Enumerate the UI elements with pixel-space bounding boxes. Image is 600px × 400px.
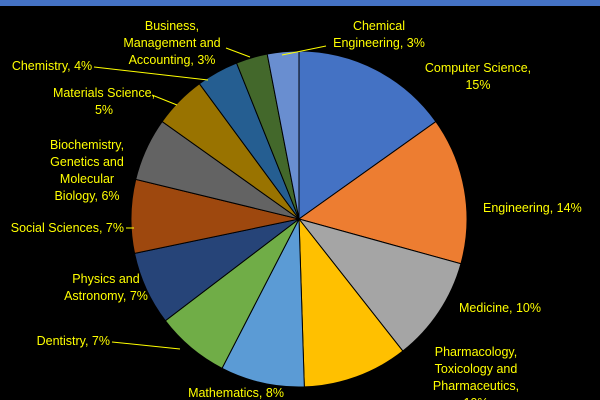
data-label-line: Genetics and xyxy=(50,155,124,169)
data-label-line: Physics and xyxy=(72,272,139,286)
data-label-line: Dentistry, 7% xyxy=(37,334,110,348)
data-label-line: 10% xyxy=(463,396,488,400)
data-label-line: Engineering, 14% xyxy=(483,201,582,215)
data-label-line: Materials Science, xyxy=(53,86,155,100)
data-label-mathematics: Mathematics, 8% xyxy=(188,386,284,400)
pie-slice-chemical-engineering xyxy=(266,50,300,220)
data-label-engineering: Engineering, 14% xyxy=(483,201,582,215)
data-label-materials-science: Materials Science, 5% xyxy=(53,86,155,117)
data-label-pharmacology-toxicology-and-pharmaceutics: Pharmacology, Toxicology and Pharmaceutics… xyxy=(433,345,519,400)
data-label-line: Business, xyxy=(145,19,199,33)
data-label-line: Accounting, 3% xyxy=(129,53,216,67)
data-label-line: 15% xyxy=(465,78,490,92)
data-label-chemistry: Chemistry, 4% xyxy=(12,59,92,73)
data-label-line: 5% xyxy=(95,103,113,117)
leader-line-dentistry xyxy=(111,341,181,350)
data-label-chemical-engineering: Chemical Engineering, 3% xyxy=(333,19,425,50)
data-label-biochemistry-genetics-and-molecular-biology: Biochemistry, Genetics and Molecular Biolog… xyxy=(50,138,124,203)
pie-slice-engineering xyxy=(297,120,468,265)
data-label-dentistry: Dentistry, 7% xyxy=(37,334,110,348)
pie-slices xyxy=(130,50,468,388)
data-label-line: Social Sciences, 7% xyxy=(11,221,124,235)
pie-slice-pharmacology-toxicology-and-pharmaceutics xyxy=(298,217,404,388)
data-label-line: Pharmaceutics, xyxy=(433,379,519,393)
data-label-line: Chemistry, 4% xyxy=(12,59,92,73)
data-label-line: Management and xyxy=(123,36,220,50)
leader-line-materials-science xyxy=(151,94,178,106)
data-label-line: Biology, 6% xyxy=(54,189,119,203)
data-label-line: Mathematics, 8% xyxy=(188,386,284,400)
data-label-physics-and-astronomy: Physics and Astronomy, 7% xyxy=(64,272,148,303)
data-label-line: Medicine, 10% xyxy=(459,301,541,315)
data-label-line: Computer Science, xyxy=(425,61,531,75)
data-label-line: Molecular xyxy=(60,172,114,186)
data-label-medicine: Medicine, 10% xyxy=(459,301,541,315)
leader-line-chemical-engineering xyxy=(281,45,327,56)
leader-line-business-management-and-accounting xyxy=(225,47,251,58)
data-label-line: Toxicology and xyxy=(435,362,518,376)
data-labels: Computer Science, 15% Engineering, 14% Medi… xyxy=(11,19,582,400)
data-label-business-management-and-accounting: Business, Management and Accounting, 3% xyxy=(123,19,220,67)
pie-slice-computer-science xyxy=(298,50,437,220)
data-label-line: Biochemistry, xyxy=(50,138,124,152)
data-label-line: Engineering, 3% xyxy=(333,36,425,50)
data-label-line: Pharmacology, xyxy=(435,345,517,359)
data-label-computer-science: Computer Science, 15% xyxy=(425,61,531,92)
data-label-social-sciences: Social Sciences, 7% xyxy=(11,221,124,235)
leader-line-chemistry xyxy=(93,66,209,81)
data-label-line: Chemical xyxy=(353,19,405,33)
data-label-line: Astronomy, 7% xyxy=(64,289,148,303)
pie-slice-medicine xyxy=(297,218,462,352)
window-top-bar xyxy=(0,0,600,6)
